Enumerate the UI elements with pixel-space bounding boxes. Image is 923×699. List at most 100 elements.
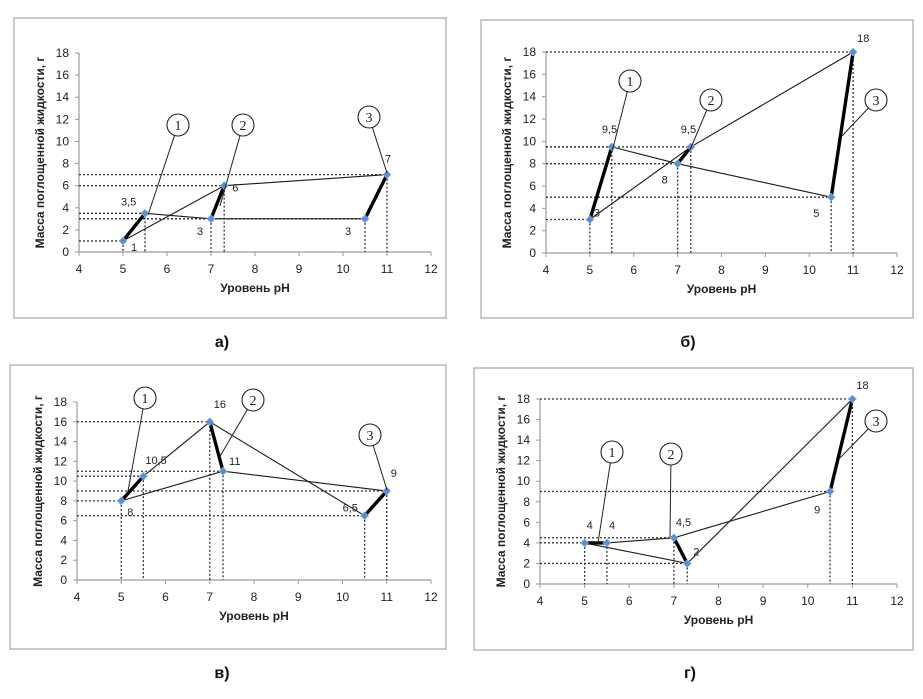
series-line-1-thick — [119, 474, 146, 503]
series-line-3-thick — [363, 172, 389, 221]
x-tick-label: 12 — [890, 594, 904, 608]
series-line-3-thick — [828, 397, 855, 494]
series-line-2-thick — [209, 183, 226, 221]
callout-number: 2 — [250, 394, 257, 409]
x-tick-label: 4 — [543, 263, 550, 277]
data-label: 6,5 — [343, 503, 358, 515]
y-tick-label: 18 — [517, 392, 531, 406]
series-line-3-thick — [829, 50, 855, 199]
y-tick-label: 4 — [62, 201, 69, 215]
y-tick-label: 6 — [62, 179, 69, 193]
data-point-marker — [848, 47, 858, 57]
y-tick-label: 16 — [517, 413, 531, 427]
data-point-marker — [116, 496, 126, 506]
callout-number: 3 — [367, 429, 374, 444]
callout-leader-line — [841, 107, 869, 137]
data-point-marker — [218, 466, 228, 476]
chart-frame — [13, 17, 447, 319]
x-tick-label: 8 — [718, 263, 725, 277]
y-tick-label: 8 — [529, 157, 536, 171]
callout-number: 3 — [366, 111, 373, 126]
data-label: 7 — [385, 154, 391, 166]
y-axis-title: Масса поглощенной жидкости, г — [500, 57, 514, 249]
data-point-marker — [360, 511, 370, 521]
data-point-marker — [825, 487, 835, 496]
panel-caption: а) — [215, 334, 229, 351]
x-tick-label: 4 — [76, 262, 83, 276]
data-label: 9 — [391, 468, 397, 480]
y-tick-label: 0 — [523, 577, 530, 591]
data-label: 9,5 — [681, 124, 696, 136]
panel-caption: г) — [684, 665, 696, 682]
x-tick-label: 5 — [120, 262, 127, 276]
data-point-marker — [138, 471, 148, 481]
x-tick-label: 11 — [381, 590, 394, 604]
data-point-marker — [585, 215, 595, 224]
data-label: 3 — [594, 208, 600, 220]
y-tick-label: 8 — [62, 157, 69, 171]
x-tick-label: 6 — [162, 590, 169, 604]
data-point-marker — [206, 214, 216, 224]
callout-circle — [133, 386, 157, 410]
data-label: 6 — [232, 183, 238, 195]
y-tick-label: 12 — [54, 454, 68, 468]
series-line-1-thick — [588, 145, 614, 222]
callout-circle — [699, 88, 723, 112]
callout-circle — [864, 88, 888, 112]
data-point-marker — [205, 417, 215, 427]
callout-circle — [618, 69, 642, 93]
y-tick-label: 12 — [56, 112, 70, 126]
y-tick-label: 10 — [523, 134, 537, 148]
x-tick-label: 5 — [118, 590, 125, 604]
x-tick-label: 10 — [801, 594, 815, 608]
y-tick-label: 0 — [60, 573, 67, 587]
x-tick-label: 9 — [295, 590, 302, 604]
x-tick-label: 9 — [296, 262, 303, 276]
chart-frame — [480, 19, 914, 319]
x-tick-label: 11 — [847, 263, 860, 277]
x-tick-label: 7 — [674, 263, 681, 277]
data-label: 11 — [229, 456, 240, 468]
y-tick-label: 8 — [523, 495, 530, 509]
y-tick-label: 0 — [62, 245, 69, 259]
callout-number: 2 — [240, 119, 247, 134]
x-tick-label: 7 — [671, 594, 678, 608]
x-tick-label: 11 — [846, 594, 859, 608]
data-point-marker — [140, 208, 150, 218]
x-tick-label: 11 — [381, 262, 394, 276]
data-label: 4 — [609, 520, 615, 532]
data-label: 2 — [693, 546, 699, 558]
y-tick-label: 14 — [56, 90, 70, 104]
data-point-marker — [580, 538, 590, 548]
data-label: 1 — [131, 242, 137, 254]
y-tick-label: 18 — [54, 395, 68, 409]
data-point-marker — [673, 159, 683, 169]
y-tick-label: 10 — [56, 134, 70, 148]
callout-circle — [241, 388, 265, 412]
data-point-marker — [847, 394, 857, 404]
data-label: 9 — [814, 505, 820, 517]
x-axis-title: Уровень pH — [687, 282, 757, 296]
x-tick-label: 5 — [581, 594, 588, 608]
y-tick-label: 2 — [529, 224, 536, 238]
chart-frame — [9, 364, 447, 650]
x-tick-label: 6 — [630, 263, 637, 277]
x-tick-label: 4 — [74, 590, 81, 604]
x-tick-label: 9 — [760, 594, 767, 608]
chart-frame — [473, 367, 914, 651]
callout-number: 1 — [609, 446, 616, 461]
y-tick-label: 2 — [62, 223, 69, 237]
y-axis-title: Масса поглощенной жидкости, г — [494, 396, 508, 588]
x-axis-title: Уровень pH — [219, 609, 289, 623]
callout-leader-line — [597, 462, 611, 544]
panel-caption: в) — [214, 665, 229, 682]
data-point-marker — [382, 486, 392, 496]
callout-leader-line — [218, 409, 248, 459]
y-tick-label: 8 — [60, 494, 67, 508]
y-axis-title: Масса поглощенной жидкости, г — [31, 395, 45, 587]
y-tick-label: 16 — [523, 67, 537, 81]
data-point-marker — [360, 214, 370, 224]
callout-number: 3 — [873, 415, 880, 430]
